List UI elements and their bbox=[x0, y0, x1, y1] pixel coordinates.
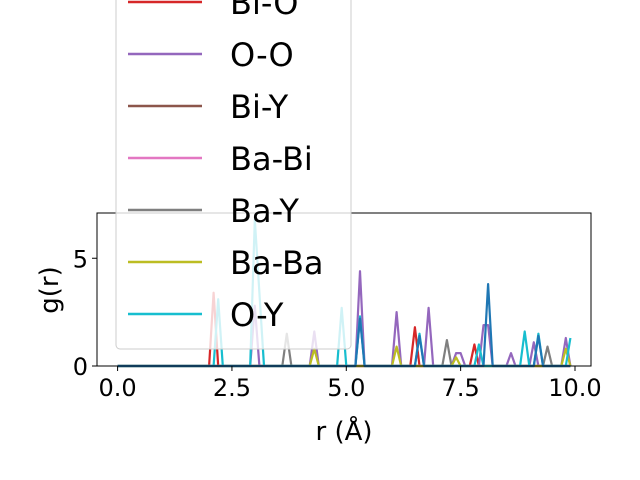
y-axis-label: g(r) bbox=[35, 266, 65, 313]
x-tick-label-3: 7.5 bbox=[442, 374, 480, 402]
x-tick-label-1: 2.5 bbox=[213, 374, 251, 402]
x-tick-label-4: 10.0 bbox=[548, 374, 601, 402]
legend: Bi-O O-O Bi-Y Ba-Bi Ba-Y Ba-Ba O-Y bbox=[115, 0, 352, 350]
x-tick-label-2: 5.0 bbox=[327, 374, 365, 402]
y-tick-label-1: 5 bbox=[73, 245, 88, 273]
y-tick-label-0: 0 bbox=[73, 353, 88, 381]
legend-label-3: Ba-Bi bbox=[230, 140, 313, 178]
legend-label-2: Bi-Y bbox=[230, 88, 289, 126]
legend-label-6: O-Y bbox=[230, 296, 284, 334]
legend-label-1: O-O bbox=[230, 36, 294, 74]
legend-label-5: Ba-Ba bbox=[230, 244, 324, 282]
legend-label-0: Bi-O bbox=[230, 0, 298, 22]
x-tick-label-0: 0.0 bbox=[98, 374, 136, 402]
legend-label-4: Ba-Y bbox=[230, 192, 299, 230]
x-axis-label: r (Å) bbox=[315, 415, 372, 447]
axis-layer: 0.0 2.5 5.0 7.5 10.0 0 5 bbox=[73, 245, 602, 402]
